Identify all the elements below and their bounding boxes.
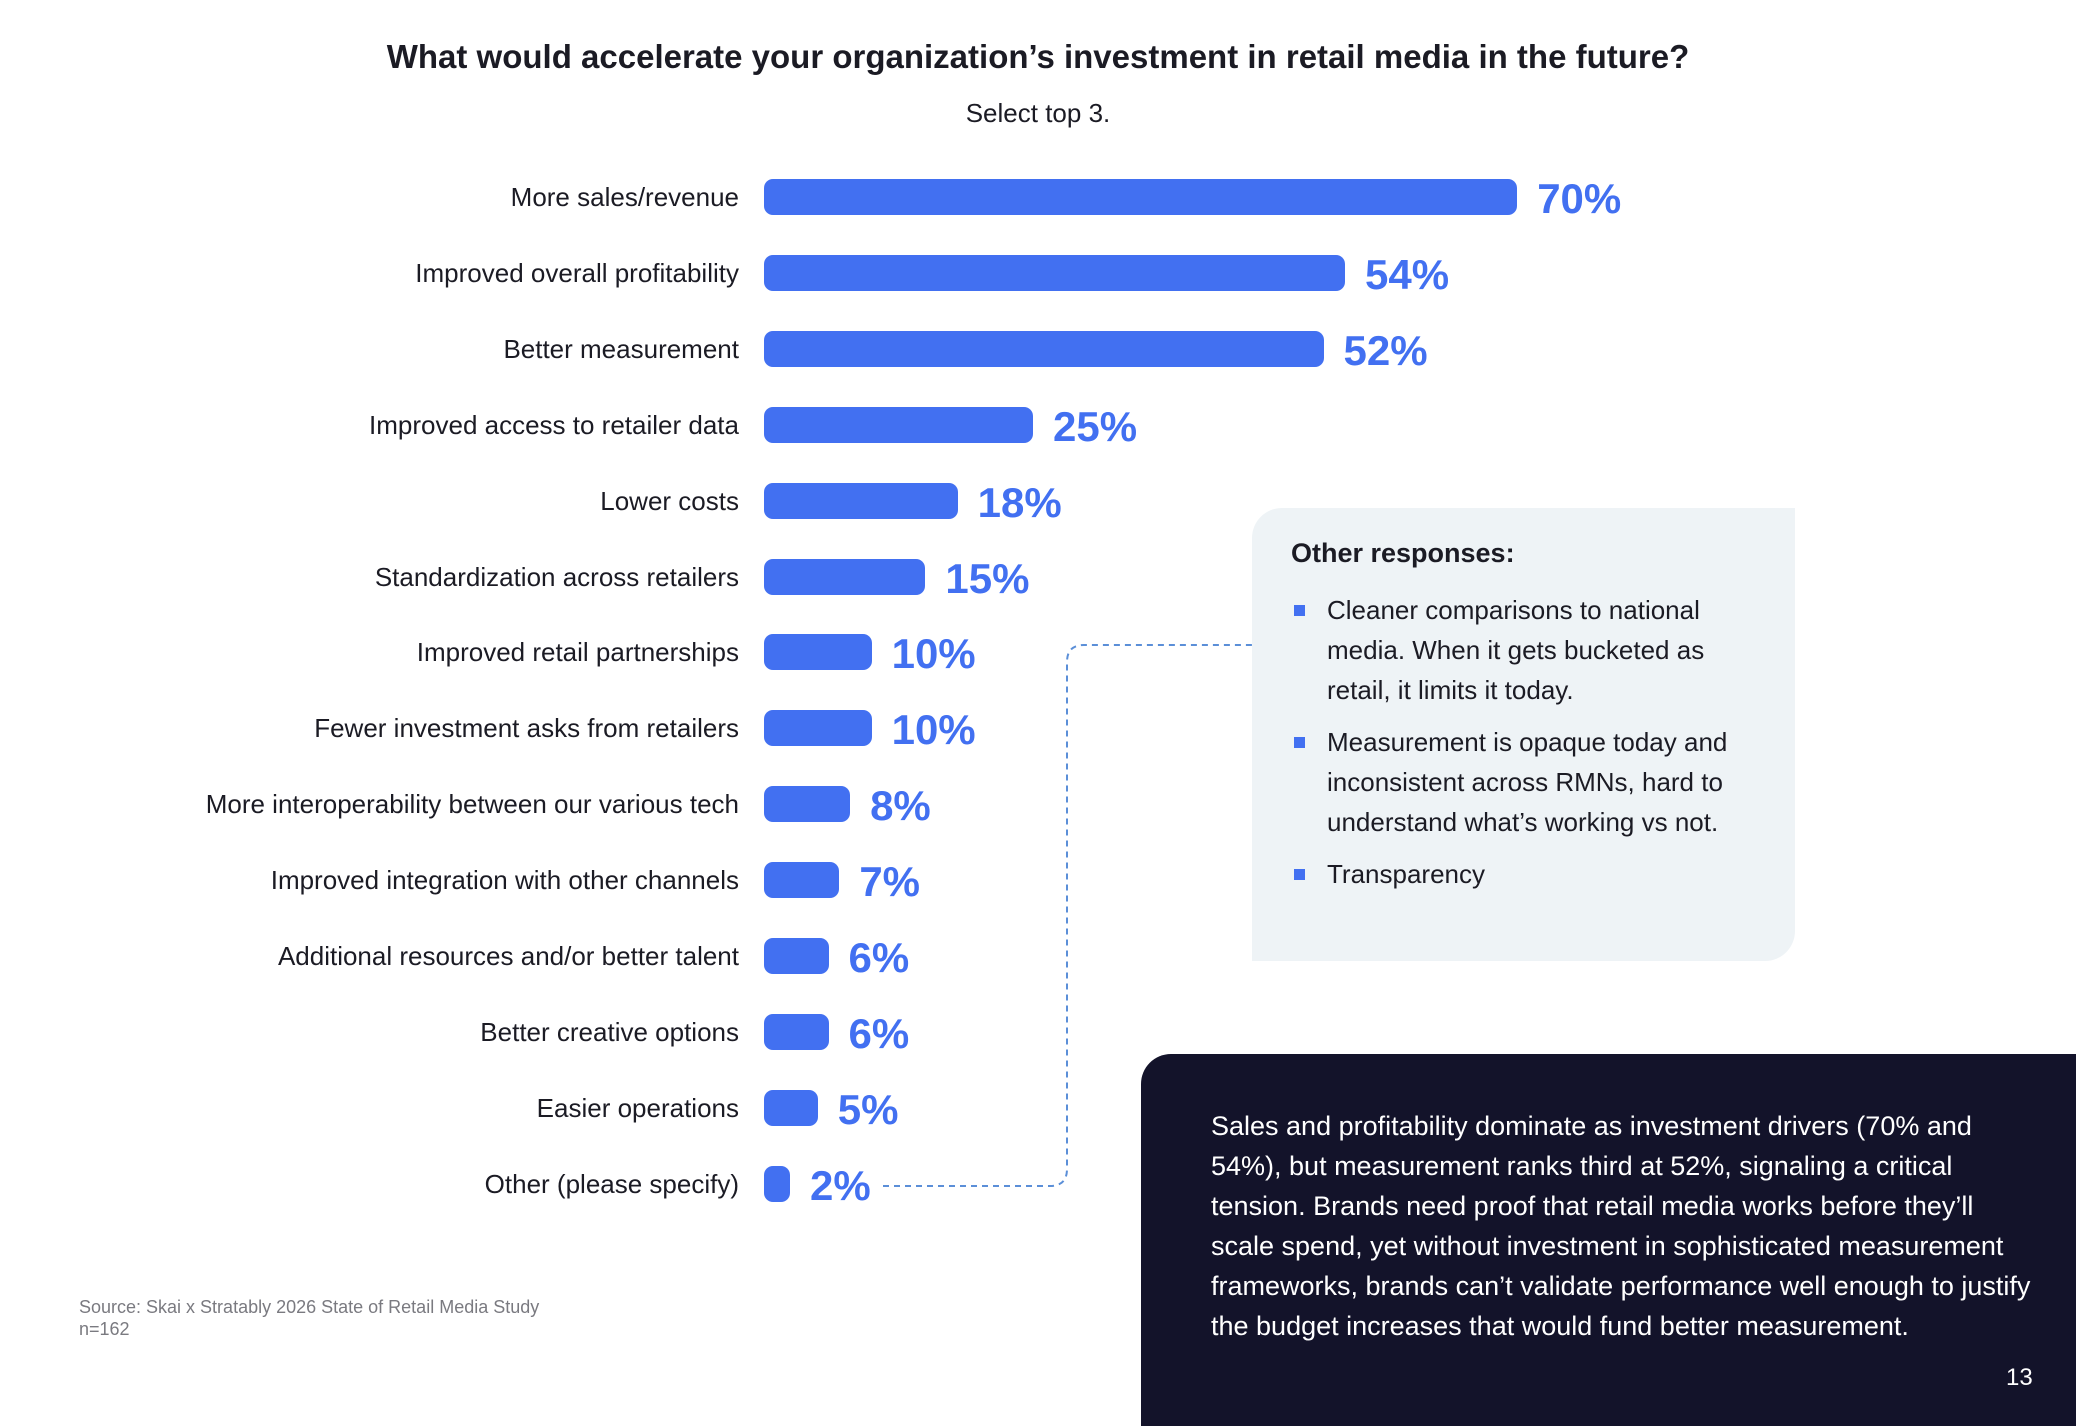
value-label: 8% xyxy=(870,782,931,830)
bar xyxy=(764,254,1346,291)
source-note: Source: Skai x Stratably 2026 State of R… xyxy=(79,1297,540,1339)
category-label: Fewer investment asks from retailers xyxy=(314,713,739,744)
bar xyxy=(764,406,1033,443)
insight-text: Sales and profitability dominate as inve… xyxy=(1211,1111,2031,1341)
bar xyxy=(764,330,1324,367)
category-label: Standardization across retailers xyxy=(374,561,739,592)
square-bullet-icon xyxy=(1294,605,1305,616)
value-label: 18% xyxy=(977,478,1062,526)
value-label: 2% xyxy=(810,1161,871,1209)
bar xyxy=(764,786,851,823)
chart-title: What would accelerate your organization’… xyxy=(386,38,1690,75)
value-label: 54% xyxy=(1365,250,1450,298)
category-label: Better measurement xyxy=(503,333,739,364)
category-label: Lower costs xyxy=(600,485,739,516)
square-bullet-icon xyxy=(1294,737,1305,748)
category-label: Other (please specify) xyxy=(484,1168,739,1199)
value-label: 10% xyxy=(891,706,976,754)
category-label: Improved integration with other channels xyxy=(270,865,739,896)
category-label: Improved retail partnerships xyxy=(416,637,739,668)
value-label: 7% xyxy=(859,858,921,906)
bar xyxy=(764,938,829,974)
category-label: Improved access to retailer data xyxy=(369,409,739,440)
category-label: Improved overall profitability xyxy=(415,257,739,288)
value-label: 25% xyxy=(1053,402,1138,450)
value-label: 10% xyxy=(891,630,976,678)
value-label: 70% xyxy=(1537,175,1622,222)
bar xyxy=(764,1089,818,1126)
bar xyxy=(764,710,872,747)
bar xyxy=(764,482,958,519)
bar xyxy=(764,1165,790,1202)
other-responses-heading: Other responses: xyxy=(1291,538,1515,568)
category-label: Better creative options xyxy=(480,1016,739,1047)
bar xyxy=(764,1013,829,1050)
bar xyxy=(764,862,840,899)
category-label: Additional resources and/or better talen… xyxy=(277,941,739,971)
chart-subtitle: Select top 3. xyxy=(965,98,1111,128)
insight-panel: Sales and profitability dominate as inve… xyxy=(1141,1054,2076,1426)
value-label: 6% xyxy=(848,934,910,981)
other-responses-list: Cleaner comparisons to national media. W… xyxy=(1291,590,1771,906)
square-bullet-icon xyxy=(1294,869,1305,880)
list-item: Cleaner comparisons to national media. W… xyxy=(1291,590,1771,710)
other-responses-panel: Other responses: Cleaner comparisons to … xyxy=(1252,508,1795,961)
list-item: Measurement is opaque today and inconsis… xyxy=(1291,722,1771,842)
bar xyxy=(764,179,1518,215)
value-label: 15% xyxy=(945,554,1030,602)
category-label: More interoperability between our variou… xyxy=(205,789,739,820)
value-label: 5% xyxy=(837,1085,899,1133)
value-label: 6% xyxy=(848,1009,910,1057)
page-number: 13 xyxy=(2006,1364,2033,1391)
category-label: More sales/revenue xyxy=(510,182,739,212)
list-item: Transparency xyxy=(1291,854,1771,894)
category-label: Easier operations xyxy=(536,1092,739,1123)
value-label: 52% xyxy=(1343,326,1428,374)
bar xyxy=(764,634,872,671)
bar xyxy=(764,558,926,595)
